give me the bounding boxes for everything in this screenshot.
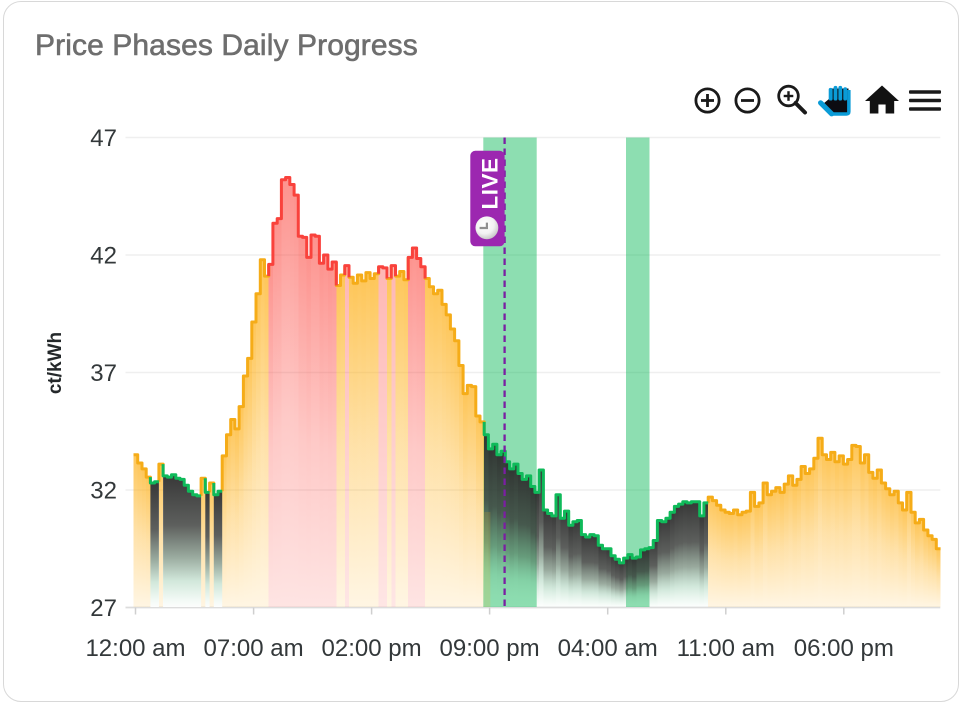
svg-text:47: 47 [90,125,117,152]
svg-text:04:00 am: 04:00 am [558,635,658,662]
svg-text:27: 27 [90,595,117,622]
svg-text:11:00 am: 11:00 am [677,635,775,662]
svg-text:02:00 pm: 02:00 pm [322,635,422,662]
svg-text:32: 32 [90,478,117,505]
svg-text:37: 37 [90,360,117,387]
svg-text:07:00 am: 07:00 am [204,635,304,662]
svg-text:42: 42 [90,243,117,270]
svg-text:09:00 pm: 09:00 pm [440,635,540,662]
svg-text:12:00 am: 12:00 am [85,635,185,662]
svg-text:LIVE: LIVE [478,157,503,209]
svg-text:ct/kWh: ct/kWh [45,332,66,394]
svg-text:06:00 pm: 06:00 pm [794,635,894,662]
